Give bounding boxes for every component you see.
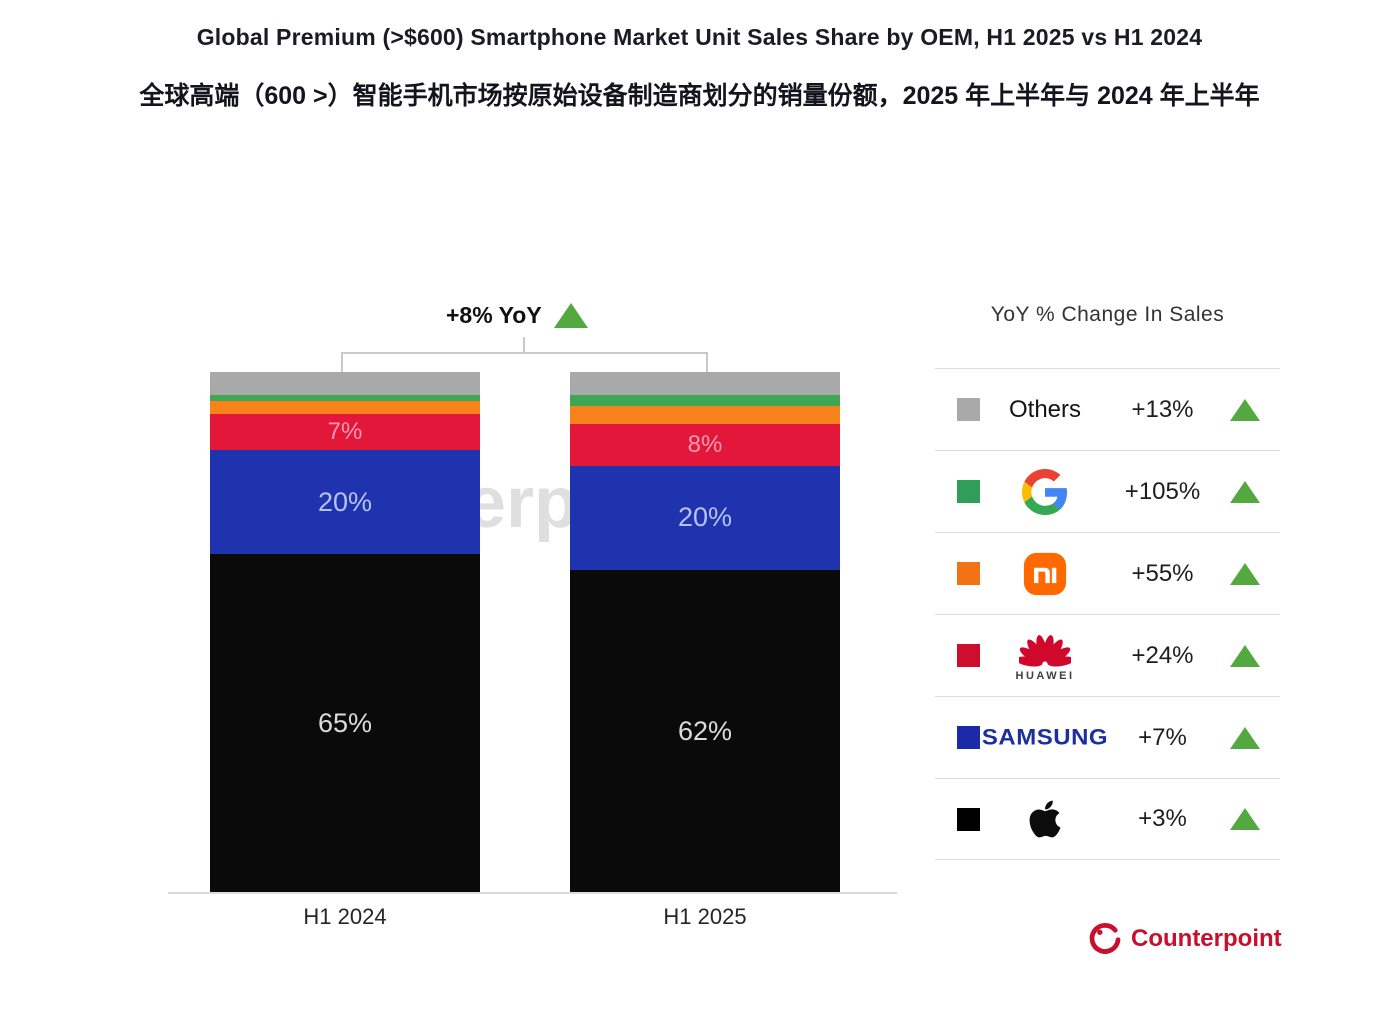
page-title: Global Premium (>$600) Smartphone Market…	[196, 24, 1203, 50]
segment-others-h1-2024	[210, 372, 480, 396]
apple-change-value: +3%	[1138, 805, 1187, 832]
legend-row-others: Others +13%	[935, 368, 1280, 450]
google-change-value: +105%	[1124, 477, 1201, 505]
bar-h1-2025: 8% 20% 62%	[570, 372, 840, 893]
category-label-h1-2025: H1 2025	[663, 904, 747, 929]
segment-apple-h1-2025: 62%	[570, 569, 840, 893]
bar-h1-2024: 7% 20% 65%	[210, 372, 480, 893]
bracket-stem	[523, 337, 525, 354]
huawei-swatch	[957, 644, 980, 667]
legend-title: YoY % Change In Sales	[990, 303, 1225, 326]
total-yoy-label: +8% YoY	[446, 302, 542, 328]
legend-row-xiaomi: +55%	[935, 532, 1280, 614]
total-yoy-annotation: +8% YoY	[446, 302, 588, 329]
segment-google-h1-2024	[210, 395, 480, 401]
up-triangle-icon	[1230, 562, 1260, 585]
xiaomi-swatch	[957, 562, 980, 585]
segment-value-label: 65%	[317, 708, 373, 739]
apple-logo-icon	[980, 798, 1110, 840]
others-swatch	[957, 398, 980, 421]
samsung-change-value: +7%	[1138, 723, 1187, 751]
segment-xiaomi-h1-2025	[570, 405, 840, 425]
counterpoint-logo-icon	[1089, 923, 1121, 954]
legend-row-huawei: HUAWEI +24%	[935, 614, 1280, 696]
up-triangle-icon	[1230, 726, 1260, 749]
page-subtitle-chinese: 全球高端（600 >）智能手机市场按原始设备制造商划分的销量份额，2025 年上…	[139, 82, 1260, 110]
up-triangle-icon	[1230, 480, 1260, 503]
bracket-horizontal	[341, 352, 708, 354]
huawei-logo-text: HUAWEI	[1015, 669, 1075, 682]
segment-xiaomi-h1-2024	[210, 400, 480, 414]
google-logo-icon	[980, 468, 1110, 515]
legend-row-apple: +3%	[935, 778, 1280, 860]
category-label-h1-2024: H1 2024	[303, 904, 387, 929]
segment-samsung-h1-2025: 20%	[570, 465, 840, 570]
segment-value-label: 8%	[687, 430, 723, 458]
bracket-right-tick	[706, 352, 708, 372]
others-label: Others	[1008, 395, 1082, 423]
segment-huawei-h1-2024: 7%	[210, 413, 480, 451]
segment-samsung-h1-2024: 20%	[210, 450, 480, 555]
segment-value-label: 62%	[677, 715, 733, 746]
xiaomi-change-value: +55%	[1131, 559, 1194, 587]
up-triangle-icon	[553, 303, 588, 328]
samsung-wordmark: SAMSUNG	[981, 724, 1109, 750]
counterpoint-brand: Counterpoint	[1086, 920, 1282, 958]
legend: Others +13% +105% +55%	[935, 368, 1280, 860]
huawei-change-value: +24%	[1131, 641, 1194, 669]
segment-value-label: 7%	[327, 417, 363, 445]
segment-google-h1-2025	[570, 395, 840, 406]
samsung-swatch	[957, 726, 980, 749]
up-triangle-icon	[1230, 644, 1260, 667]
up-triangle-icon	[1230, 398, 1260, 421]
segment-apple-h1-2024: 65%	[210, 554, 480, 893]
segment-value-label: 20%	[317, 486, 373, 517]
segment-huawei-h1-2025: 8%	[570, 424, 840, 466]
bracket-left-tick	[341, 352, 343, 372]
others-change-value: +13%	[1131, 395, 1194, 423]
legend-row-samsung: SAMSUNG +7%	[935, 696, 1280, 778]
counterpoint-brand-text: Counterpoint	[1131, 925, 1282, 952]
huawei-logo-icon: HUAWEI	[980, 630, 1110, 682]
segment-value-label: 20%	[677, 502, 733, 533]
google-swatch	[957, 480, 980, 503]
up-triangle-icon	[1230, 808, 1260, 830]
xiaomi-mi-logo-icon	[980, 551, 1110, 597]
legend-row-google: +105%	[935, 450, 1280, 532]
apple-swatch	[957, 807, 980, 831]
x-axis-line	[168, 892, 897, 894]
segment-others-h1-2025	[570, 372, 840, 396]
